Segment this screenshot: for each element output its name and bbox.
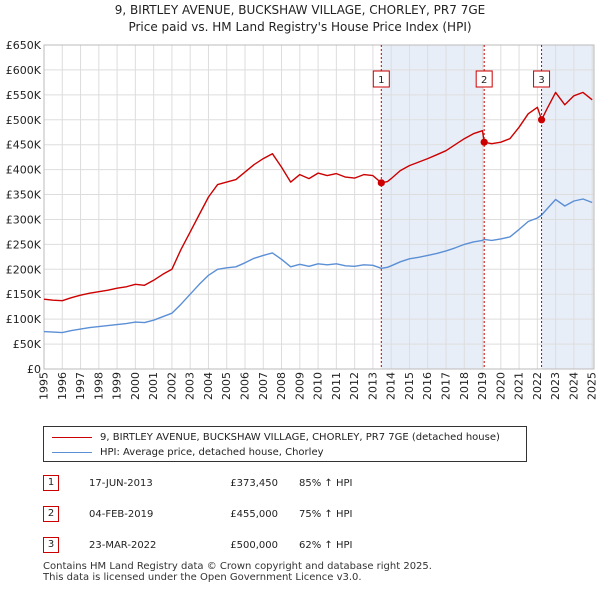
chart-title-block: 9, BIRTLEY AVENUE, BUCKSHAW VILLAGE, CHO… — [0, 2, 600, 36]
sale-marker-label: 1 — [378, 75, 384, 86]
y-tick-label: £350K — [6, 189, 42, 202]
y-tick-label: £250K — [6, 238, 42, 251]
sale-date: 17-JUN-2013 — [89, 477, 153, 489]
footer-copyright: Contains HM Land Registry data © Crown c… — [43, 561, 432, 572]
x-tick-label: 2008 — [275, 372, 288, 400]
price-chart: 1 2 3 £0 £50K £100K £150K £200K £250K £300K £350K… — [6, 39, 599, 400]
footer: Contains HM Land Registry data © Crown c… — [43, 561, 432, 583]
chart-title: 9, BIRTLEY AVENUE, BUCKSHAW VILLAGE, CHO… — [114, 3, 486, 17]
sale-point — [480, 138, 488, 146]
sale-price: £500,000 — [230, 539, 278, 551]
x-tick-label: 2005 — [220, 372, 233, 400]
x-tick-label: 2004 — [202, 372, 215, 400]
x-tick-label: 2000 — [129, 372, 142, 400]
x-tick-label: 2013 — [366, 372, 379, 400]
x-tick-label: 2011 — [330, 372, 343, 400]
x-tick-label: 2016 — [421, 372, 434, 400]
x-tick-label: 2003 — [184, 372, 197, 400]
x-tick-label: 2020 — [494, 372, 507, 400]
sale-point — [377, 179, 385, 187]
y-tick-label: £400K — [6, 164, 42, 177]
sale-badge: 2 — [43, 506, 59, 522]
x-tick-label: 2024 — [567, 372, 580, 400]
legend-label-property: 9, BIRTLEY AVENUE, BUCKSHAW VILLAGE, CHO… — [100, 431, 500, 443]
x-tick-label: 2017 — [439, 372, 452, 400]
sale-price: £455,000 — [230, 508, 278, 520]
y-tick-label: £300K — [6, 213, 42, 226]
x-tick-label: 2001 — [147, 372, 160, 400]
sale-badge: 1 — [43, 475, 59, 491]
sale-hpi-change: 85% ↑ HPI — [299, 477, 353, 489]
x-tick-label: 2025 — [586, 372, 599, 400]
hpi-series-line — [43, 198, 593, 334]
y-tick-label: £450K — [6, 139, 42, 152]
y-tick-label: £150K — [6, 288, 42, 301]
sale-badge: 3 — [43, 537, 59, 553]
y-tick-label: £500K — [6, 114, 42, 127]
shaded-period — [381, 45, 485, 369]
x-tick-label: 1996 — [56, 372, 69, 400]
sale-hpi-change: 75% ↑ HPI — [299, 508, 353, 520]
y-tick-label: £200K — [6, 263, 42, 276]
y-tick-label: £0 — [27, 363, 41, 376]
y-tick-label: £50K — [13, 338, 42, 351]
legend-item-property: 9, BIRTLEY AVENUE, BUCKSHAW VILLAGE, CHO… — [52, 430, 500, 444]
sale-hpi-change: 62% ↑ HPI — [299, 539, 353, 551]
x-tick-label: 2014 — [385, 372, 398, 400]
x-tick-label: 1995 — [38, 372, 51, 400]
x-tick-label: 1998 — [92, 372, 105, 400]
x-tick-label: 2012 — [348, 372, 361, 400]
sale-price: £373,450 — [230, 477, 278, 489]
x-tick-label: 2018 — [458, 372, 471, 400]
x-tick-label: 2019 — [476, 372, 489, 400]
x-tick-label: 1997 — [74, 372, 87, 400]
sale-date: 04-FEB-2019 — [89, 508, 154, 520]
x-tick-label: 1999 — [111, 372, 124, 400]
y-tick-label: £550K — [6, 89, 42, 102]
sale-marker-badge — [475, 70, 493, 88]
property-series-line — [43, 91, 593, 302]
sale-row: 1 17-JUN-2013 £373,450 85% ↑ HPI — [43, 474, 352, 492]
x-tick-label: 2006 — [238, 372, 251, 400]
legend-swatch-property — [52, 436, 92, 438]
x-tick-label: 2023 — [549, 372, 562, 400]
sale-row: 3 23-MAR-2022 £500,000 62% ↑ HPI — [43, 536, 352, 554]
y-tick-label: £600K — [6, 64, 42, 77]
x-tick-label: 2010 — [312, 372, 325, 400]
y-tick-label: £100K — [6, 313, 42, 326]
legend-swatch-hpi — [52, 451, 92, 453]
legend-label-hpi: HPI: Average price, detached house, Chor… — [100, 446, 324, 458]
sale-marker-badge — [372, 70, 390, 88]
sale-date: 23-MAR-2022 — [89, 539, 157, 551]
chart-subtitle: Price paid vs. HM Land Registry's House … — [128, 20, 472, 34]
x-tick-label: 2015 — [403, 372, 416, 400]
plot-frame — [43, 44, 595, 370]
x-tick-label: 2022 — [531, 372, 544, 400]
shaded-period — [541, 45, 594, 369]
x-tick-label: 2021 — [513, 372, 526, 400]
legend-item-hpi: HPI: Average price, detached house, Chor… — [52, 445, 324, 459]
legend: 9, BIRTLEY AVENUE, BUCKSHAW VILLAGE, CHO… — [43, 426, 527, 462]
sale-marker-badge — [533, 70, 551, 88]
sale-point — [537, 116, 546, 124]
x-tick-label: 2009 — [293, 372, 306, 400]
x-tick-label: 2002 — [165, 372, 178, 400]
y-tick-label: £650K — [6, 39, 42, 52]
sale-marker-label: 2 — [481, 75, 487, 86]
sale-marker-label: 3 — [538, 75, 544, 86]
footer-licence: This data is licensed under the Open Gov… — [43, 572, 362, 583]
x-tick-label: 2007 — [257, 372, 270, 400]
sale-row: 2 04-FEB-2019 £455,000 75% ↑ HPI — [43, 505, 352, 523]
